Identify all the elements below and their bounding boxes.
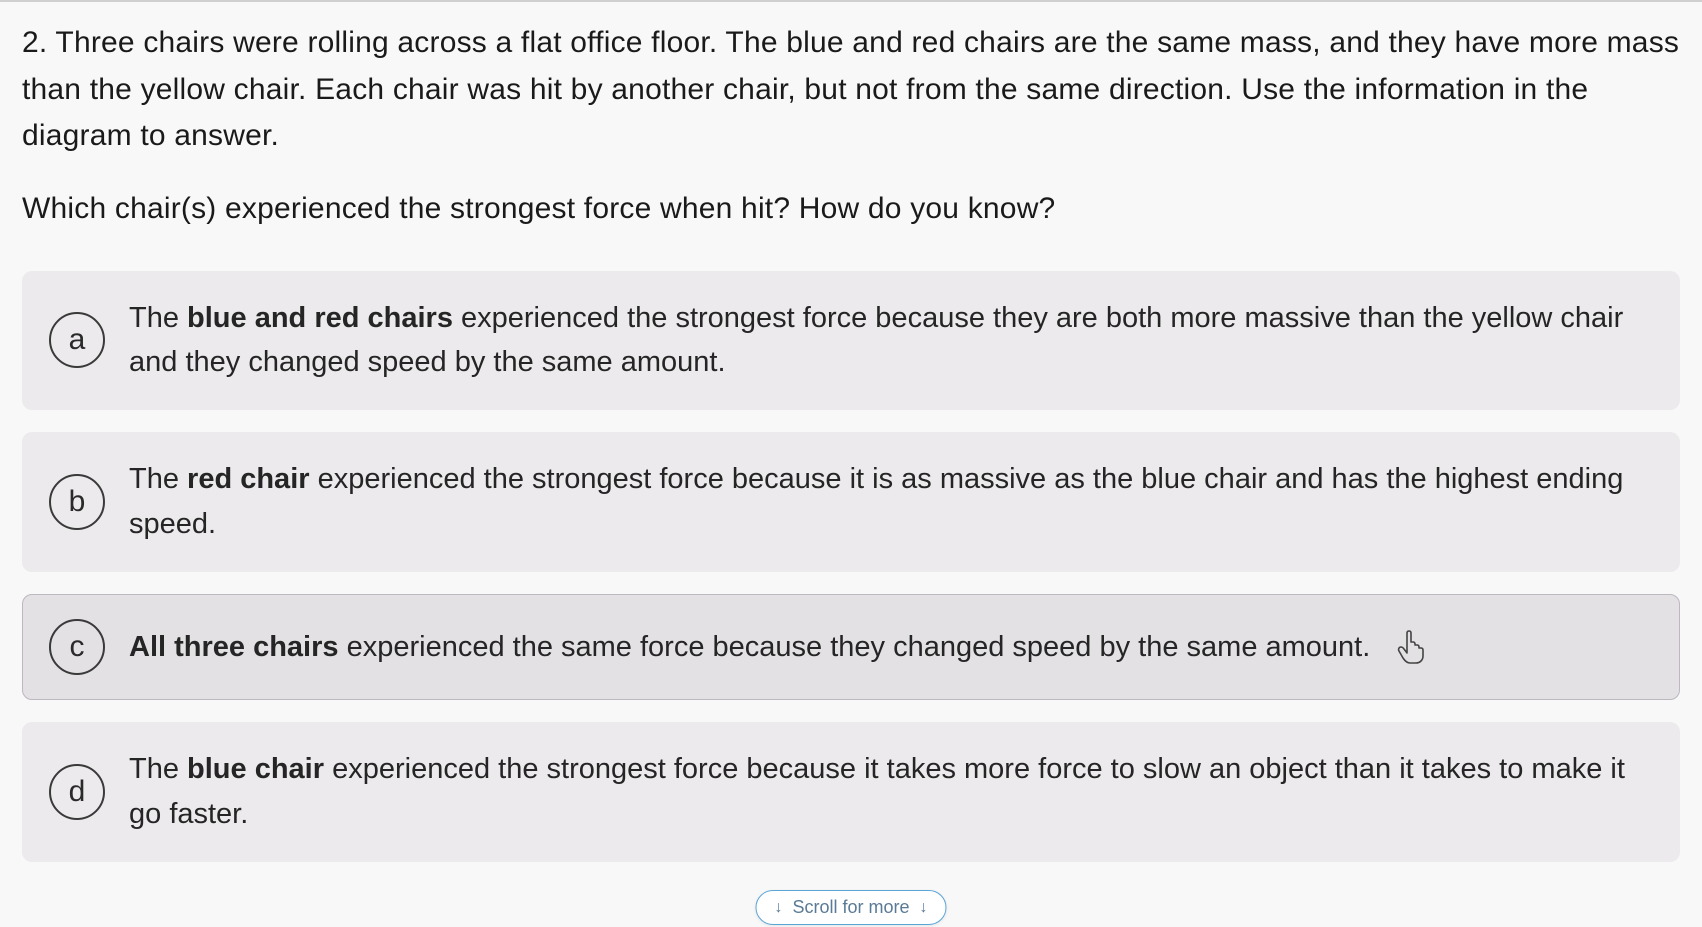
option-letter-d: d (49, 764, 105, 820)
option-c[interactable]: c All three chairs experienced the same … (22, 594, 1680, 700)
option-letter-c: c (49, 619, 105, 675)
option-d-suffix: experienced the strongest force because … (129, 753, 1625, 830)
option-b-suffix: experienced the strongest force because … (129, 463, 1623, 540)
question-prompt: Which chair(s) experienced the strongest… (22, 186, 1680, 231)
option-d-prefix: The (129, 753, 187, 785)
option-c-bold: All three chairs (129, 631, 339, 663)
option-b-bold: red chair (187, 463, 310, 495)
option-a-bold: blue and red chairs (187, 302, 453, 334)
option-text-a: The blue and red chairs experienced the … (129, 296, 1653, 386)
question-body-text: Three chairs were rolling across a flat … (22, 26, 1679, 152)
quiz-page: 2. Three chairs were rolling across a fl… (0, 0, 1702, 927)
scroll-for-more-button[interactable]: ↓ Scroll for more ↓ (755, 890, 946, 925)
options-list: a The blue and red chairs experienced th… (22, 271, 1680, 863)
option-a-prefix: The (129, 302, 187, 334)
arrow-down-icon: ↓ (920, 899, 928, 917)
option-d[interactable]: d The blue chair experienced the stronge… (22, 722, 1680, 862)
option-d-bold: blue chair (187, 753, 324, 785)
option-a[interactable]: a The blue and red chairs experienced th… (22, 271, 1680, 411)
option-b[interactable]: b The red chair experienced the stronges… (22, 432, 1680, 572)
pointer-cursor-icon (1394, 627, 1428, 667)
question-body: 2. Three chairs were rolling across a fl… (22, 20, 1680, 160)
option-letter-a: a (49, 312, 105, 368)
option-letter-b: b (49, 474, 105, 530)
scroll-hint-label: Scroll for more (792, 897, 909, 918)
option-text-c: All three chairs experienced the same fo… (129, 625, 1370, 670)
arrow-down-icon: ↓ (774, 899, 782, 917)
option-text-d: The blue chair experienced the strongest… (129, 747, 1653, 837)
question-number: 2. (22, 26, 47, 59)
option-b-prefix: The (129, 463, 187, 495)
option-text-b: The red chair experienced the strongest … (129, 457, 1653, 547)
option-c-suffix: experienced the same force because they … (339, 631, 1371, 663)
